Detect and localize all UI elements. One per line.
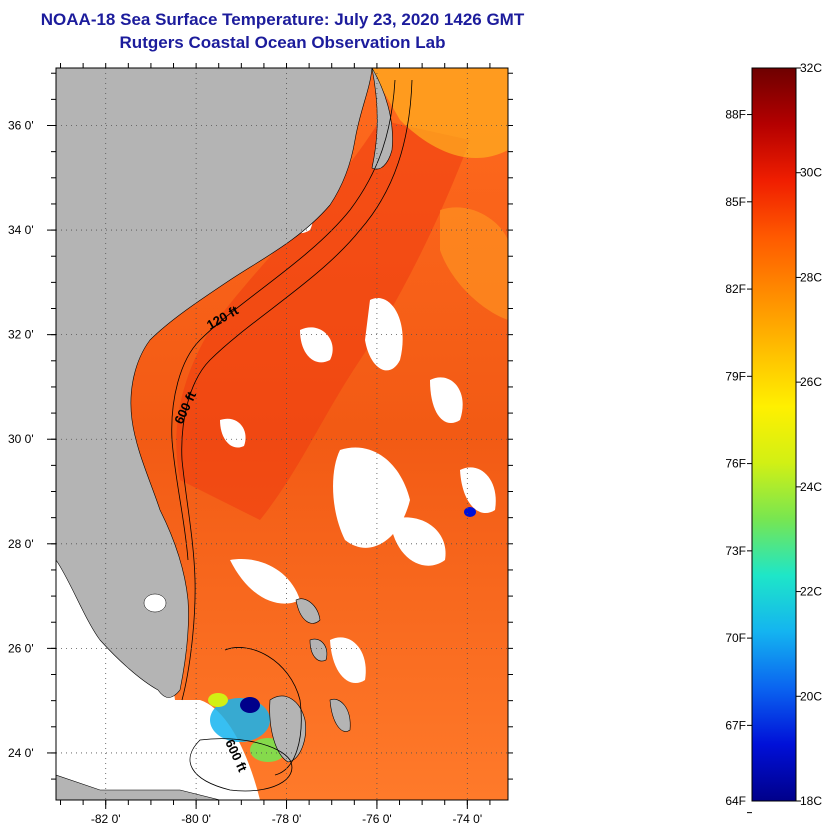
lat-tick-label: 28 0' bbox=[8, 537, 34, 551]
contour-120ft bbox=[171, 79, 396, 561]
fahrenheit-tick-label: 82F bbox=[725, 282, 746, 296]
colorbar: 32C 30C 28C 26C 24C 22C 20C 18C 88F 85F 82F 79F 76F 7… bbox=[725, 61, 822, 814]
bathymetry-contours bbox=[171, 79, 413, 792]
fahrenheit-tick-label: 64F bbox=[725, 794, 746, 808]
celsius-tick-label: 18C bbox=[800, 794, 822, 808]
celsius-tick-label: 22C bbox=[800, 585, 822, 599]
lat-tick-label: 26 0' bbox=[8, 641, 34, 655]
eleuthera bbox=[329, 698, 351, 732]
land bbox=[56, 68, 393, 800]
fahrenheit-tick-label: 88F bbox=[725, 108, 746, 122]
colorbar-scale bbox=[751, 67, 797, 802]
abaco bbox=[309, 638, 328, 662]
celsius-tick-label: 30C bbox=[800, 166, 822, 180]
celsius-tick-label: 26C bbox=[800, 375, 822, 389]
lat-tick-label: 36 0' bbox=[8, 119, 34, 133]
fahrenheit-tick-label: 85F bbox=[725, 195, 746, 209]
map-title: NOAA-18 Sea Surface Temperature: July 23… bbox=[40, 10, 525, 29]
lat-tick-label: 24 0' bbox=[8, 746, 34, 760]
celsius-tick-label: 20C bbox=[800, 689, 822, 703]
map-border bbox=[55, 67, 509, 801]
celsius-tick-label: 28C bbox=[800, 270, 822, 284]
us-mainland-florida bbox=[56, 68, 373, 698]
bahamas-cool-patches bbox=[208, 507, 476, 762]
map-frame bbox=[56, 68, 508, 800]
lat-tick-label: 34 0' bbox=[8, 223, 34, 237]
celsius-tick-label: 32C bbox=[800, 61, 822, 75]
fahrenheit-tick-label: 79F bbox=[725, 369, 746, 383]
lake-okeechobee bbox=[143, 593, 167, 613]
contour-600ft-south bbox=[189, 738, 293, 792]
lon-tick-label: -78 0' bbox=[272, 812, 302, 826]
graticule bbox=[56, 68, 508, 800]
map-axes: -82 0' -80 0' -78 0' -76 0' -74 0' 24 0' 26 0'… bbox=[8, 63, 513, 826]
fahrenheit-tick-label: 76F bbox=[725, 457, 746, 471]
celsius-tick-label: 24C bbox=[800, 480, 822, 494]
offshore-cool-area bbox=[440, 207, 508, 320]
lon-tick-label: -82 0' bbox=[91, 812, 121, 826]
fahrenheit-tick-label: 73F bbox=[725, 544, 746, 558]
map-subtitle: Rutgers Coastal Ocean Observation Lab bbox=[119, 33, 446, 52]
lat-tick-label: 30 0' bbox=[8, 432, 34, 446]
contour-600ft bbox=[181, 79, 413, 701]
lat-tick-label: 32 0' bbox=[8, 328, 34, 342]
lon-tick-label: -76 0' bbox=[362, 812, 392, 826]
lon-tick-label: -80 0' bbox=[181, 812, 211, 826]
lon-tick-label: -74 0' bbox=[452, 812, 482, 826]
grand-bahama bbox=[295, 598, 321, 624]
gulf-stream-core bbox=[176, 120, 470, 520]
fahrenheit-tick-label: 70F bbox=[725, 631, 746, 645]
northeast-cool-area bbox=[370, 68, 508, 159]
fahrenheit-tick-label: 67F bbox=[725, 718, 746, 732]
contour-bahamas bbox=[224, 647, 302, 776]
andros-island bbox=[269, 695, 306, 763]
cuba-coast bbox=[56, 774, 221, 800]
